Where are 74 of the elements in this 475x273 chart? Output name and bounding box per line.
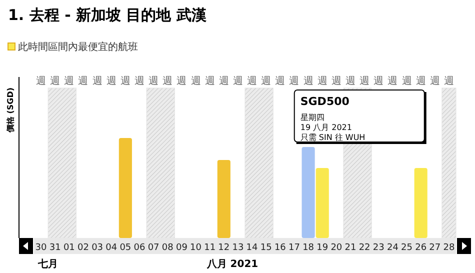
x-tick-label: 19 <box>316 243 328 253</box>
text: 週 <box>331 76 342 87</box>
bar <box>118 138 132 238</box>
x-tick-label: 18 <box>302 243 314 253</box>
x-tick-label: 02 <box>78 243 89 253</box>
text: 週 <box>148 76 159 87</box>
x-tick-label: 11 <box>204 243 216 253</box>
text: 週 <box>346 76 356 87</box>
x-tick-label: 12 <box>218 243 230 253</box>
x-tick-label: 06 <box>134 243 146 253</box>
text: 七月 <box>37 258 58 270</box>
bar <box>316 168 329 238</box>
text: 週 <box>92 76 102 87</box>
text: 週 <box>190 76 201 87</box>
text: 週 <box>106 76 116 87</box>
text: SGD500 <box>300 95 350 108</box>
x-tick-label: 31 <box>49 243 61 253</box>
text: 週 <box>388 76 398 87</box>
bar <box>217 160 230 238</box>
text: 週 <box>402 76 412 87</box>
text: 週 <box>374 76 384 87</box>
text: 19 八月 2021 <box>300 123 352 132</box>
text: 週 <box>204 76 215 87</box>
x-tick-label: 04 <box>106 243 118 253</box>
text: 星期四 <box>300 113 324 122</box>
text: 週 <box>64 76 74 87</box>
x-tick-label: 23 <box>372 243 384 253</box>
x-tick-label: 21 <box>344 243 356 253</box>
x-tick-label: 25 <box>401 243 412 253</box>
text: 週 <box>289 76 300 87</box>
text: 週 <box>360 76 370 87</box>
chart-title: 1. 去程 - 新加坡 目的地 武漢 <box>8 6 206 24</box>
text: 週 <box>50 76 60 87</box>
bar <box>414 168 428 238</box>
legend-label: 此時間區間內最便宜的航班 <box>18 41 138 53</box>
text: 週 <box>444 76 454 87</box>
text: 週 <box>275 76 286 87</box>
text: 週 <box>218 76 229 87</box>
x-tick-label: 01 <box>63 243 75 253</box>
annotation: 只需 SIN 往 WUH <box>300 133 366 142</box>
x-tick-label: 15 <box>260 243 272 253</box>
text: 週 <box>176 76 187 87</box>
x-tick-label: 20 <box>330 243 342 253</box>
text: 週 <box>162 76 173 87</box>
y-axis-title: 價格 (SGD) <box>6 87 15 134</box>
x-tick-label: 27 <box>429 243 441 253</box>
x-tick-label: 22 <box>358 243 370 253</box>
x-tick-label: 26 <box>415 243 427 253</box>
x-tick-label: 13 <box>232 243 244 253</box>
text: 週 <box>134 76 144 87</box>
x-tick-label: 10 <box>190 243 202 253</box>
text: 週 <box>416 76 426 87</box>
x-tick-label: 28 <box>443 243 455 253</box>
x-tick-label: 09 <box>176 243 188 253</box>
x-tick-label: 05 <box>120 243 132 253</box>
x-tick-label: 24 <box>386 243 399 253</box>
text: 週 <box>261 76 272 87</box>
text: 週 <box>303 76 314 87</box>
text: 週 <box>317 76 328 87</box>
text: 八月 2021 <box>206 258 258 270</box>
x-tick-label: 30 <box>35 243 48 253</box>
x-tick-label: 07 <box>148 243 160 253</box>
x-tick-label: 08 <box>162 243 174 253</box>
text: 週 <box>430 76 440 87</box>
x-tick-label: 14 <box>246 243 258 253</box>
text: 週 <box>78 76 88 87</box>
text: 週 <box>36 76 46 87</box>
text: 週 <box>247 76 258 87</box>
bar <box>302 147 315 238</box>
text: 週 <box>232 76 243 87</box>
text: 週 <box>120 76 130 87</box>
x-tick-label: 16 <box>274 243 286 253</box>
x-tick-label: 17 <box>288 243 300 253</box>
x-tick-label: 03 <box>92 243 104 253</box>
